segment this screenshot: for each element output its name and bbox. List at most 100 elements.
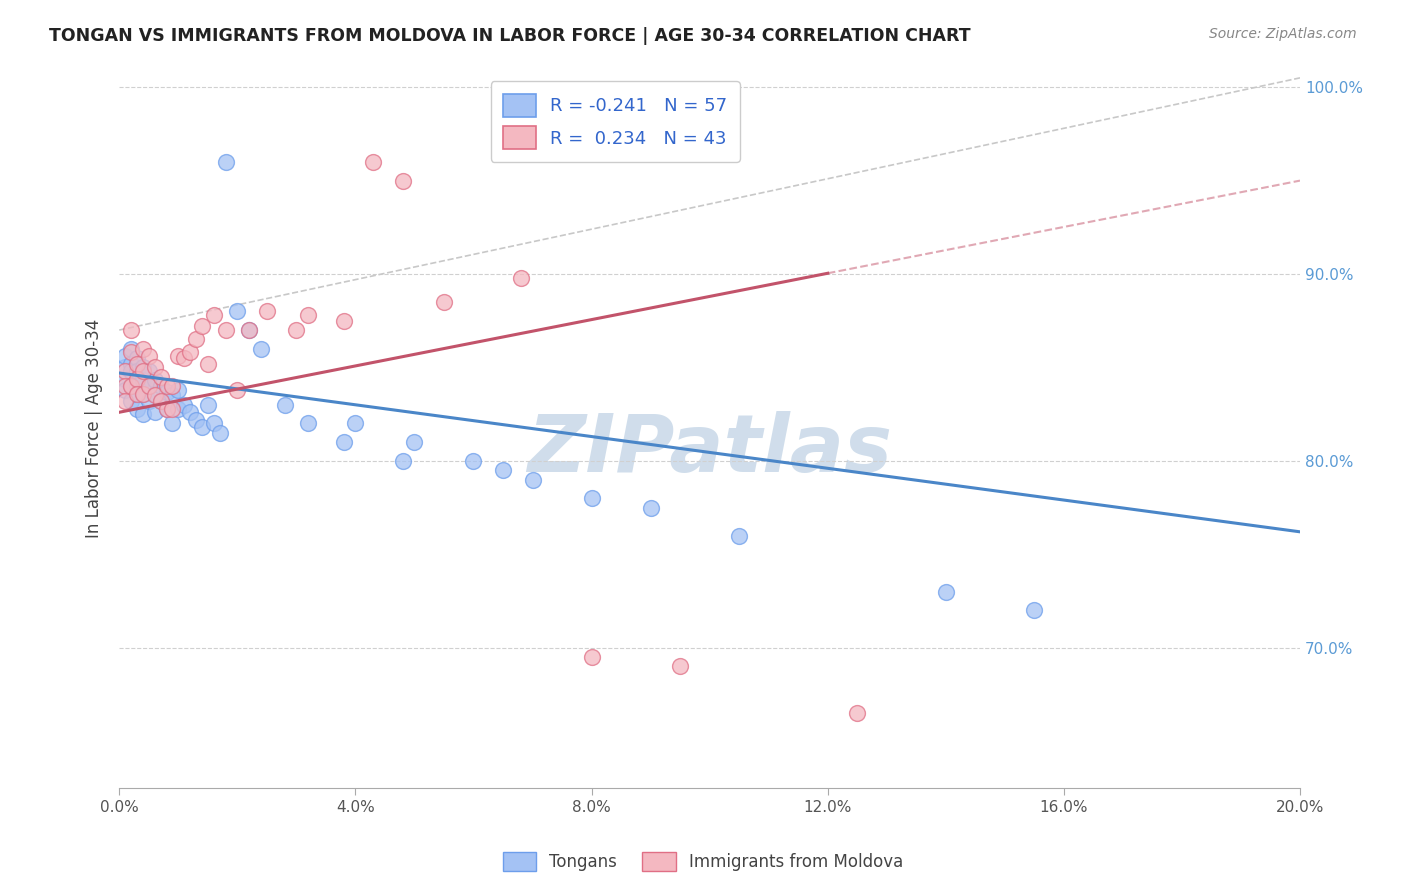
Point (132, 360, 155, 375)
Text: TONGAN VS IMMIGRANTS FROM MOLDOVA IN LABOR FORCE | AGE 30-34 CORRELATION CHART: TONGAN VS IMMIGRANTS FROM MOLDOVA IN LAB… (49, 27, 970, 45)
Point (197, 357, 219, 371)
Point (114, 379, 136, 393)
Point (132, 386, 155, 401)
Point (138, 379, 160, 393)
Point (463, 454, 485, 468)
Point (509, 270, 531, 285)
Point (149, 394, 172, 409)
Point (197, 398, 219, 412)
Point (162, 379, 184, 393)
Legend: Tongans, Immigrants from Moldova: Tongans, Immigrants from Moldova (495, 843, 911, 880)
Point (640, 500, 662, 515)
Text: ZIPatlas: ZIPatlas (527, 410, 893, 489)
Point (125, 386, 148, 401)
Point (162, 401, 184, 416)
Point (120, 364, 142, 378)
Point (226, 304, 249, 318)
Point (149, 379, 172, 393)
Point (846, 706, 869, 720)
Point (149, 394, 172, 409)
Point (132, 374, 155, 388)
Point (114, 383, 136, 397)
Y-axis label: In Labor Force | Age 30-34: In Labor Force | Age 30-34 (86, 318, 103, 538)
Point (114, 360, 136, 375)
Point (581, 650, 603, 665)
Point (120, 342, 142, 356)
Point (114, 349, 136, 363)
Point (728, 528, 751, 542)
Point (191, 420, 214, 434)
Point (143, 386, 166, 401)
Point (344, 417, 367, 431)
Point (184, 413, 207, 427)
Point (179, 345, 201, 359)
Point (155, 379, 177, 393)
Point (125, 357, 148, 371)
Point (273, 398, 295, 412)
Point (120, 379, 142, 393)
Point (138, 364, 160, 378)
Point (391, 173, 413, 187)
Point (120, 394, 142, 409)
Point (155, 401, 177, 416)
Point (114, 364, 136, 378)
Point (125, 401, 148, 416)
Point (361, 155, 384, 169)
Point (173, 351, 195, 365)
Point (238, 323, 260, 337)
Point (935, 584, 957, 599)
Point (120, 345, 142, 359)
Point (238, 323, 260, 337)
Point (143, 374, 166, 388)
Point (214, 323, 236, 337)
Point (143, 388, 166, 402)
Point (522, 473, 544, 487)
Point (191, 319, 214, 334)
Point (184, 332, 207, 346)
Point (1024, 603, 1046, 617)
Point (297, 308, 319, 322)
Point (114, 394, 136, 409)
Point (162, 388, 184, 402)
Point (125, 364, 148, 378)
Point (138, 379, 160, 393)
Point (138, 349, 160, 363)
Point (155, 384, 177, 399)
Point (669, 659, 692, 673)
Point (179, 405, 201, 419)
Point (125, 379, 148, 393)
Point (226, 383, 249, 397)
Point (167, 383, 190, 397)
Point (120, 379, 142, 393)
Point (581, 491, 603, 506)
Point (155, 401, 177, 416)
Point (125, 351, 148, 365)
Point (214, 155, 236, 169)
Point (132, 407, 155, 421)
Point (332, 435, 354, 450)
Point (492, 463, 515, 477)
Point (132, 386, 155, 401)
Point (404, 435, 426, 450)
Point (149, 369, 172, 384)
Point (132, 364, 155, 378)
Point (114, 371, 136, 385)
Point (202, 417, 225, 431)
Point (391, 454, 413, 468)
Point (143, 405, 166, 419)
Point (125, 386, 148, 401)
Point (208, 425, 231, 440)
Point (332, 314, 354, 328)
Point (167, 349, 190, 363)
Point (120, 357, 142, 371)
Point (143, 360, 166, 375)
Point (250, 342, 273, 356)
Point (125, 371, 148, 385)
Point (256, 304, 278, 318)
Point (138, 394, 160, 409)
Point (120, 323, 142, 337)
Text: Source: ZipAtlas.com: Source: ZipAtlas.com (1209, 27, 1357, 41)
Point (297, 417, 319, 431)
Point (132, 342, 155, 356)
Legend: R = -0.241   N = 57, R =  0.234   N = 43: R = -0.241 N = 57, R = 0.234 N = 43 (491, 81, 740, 161)
